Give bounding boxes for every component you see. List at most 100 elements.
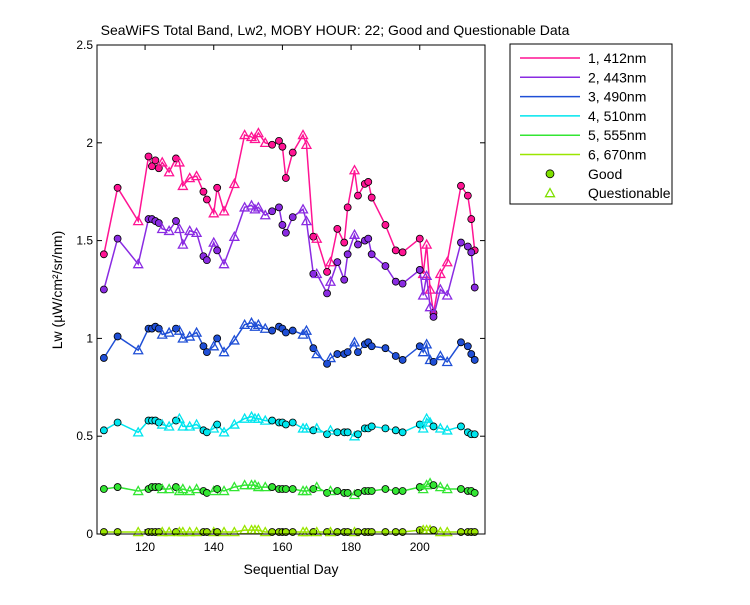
good-point	[367, 342, 376, 351]
questionable-point	[297, 203, 309, 214]
questionable-point	[184, 485, 196, 496]
good-point	[467, 215, 476, 223]
questionable-point	[184, 224, 196, 236]
questionable-point	[348, 164, 361, 175]
questionable-point	[190, 526, 203, 537]
good-point	[415, 234, 424, 243]
good-point	[213, 334, 222, 343]
questionable-point	[177, 332, 189, 343]
questionable-point	[208, 340, 220, 351]
legend: 1, 412nm 2, 443nm 3, 490nm 4, 510nm 5, 555nm…	[509, 43, 673, 205]
good-point	[467, 350, 476, 358]
questionable-point	[228, 334, 240, 345]
questionable-point	[434, 350, 446, 361]
questionable-point	[252, 201, 264, 212]
good-point	[288, 148, 297, 157]
good-point	[367, 250, 376, 259]
questionable-point	[324, 256, 337, 267]
questionable-point	[421, 238, 433, 249]
questionable-point	[311, 481, 323, 492]
questionable-point	[163, 420, 175, 431]
good-point	[381, 344, 390, 353]
questionable-point	[190, 226, 203, 238]
legend-label: 6, 670nm	[588, 147, 646, 163]
legend-label: 4, 510nm	[588, 108, 646, 124]
good-point	[202, 489, 211, 497]
good-point	[429, 422, 438, 431]
questionable-point	[184, 420, 196, 431]
questionable-point	[218, 346, 230, 357]
good-point	[278, 221, 287, 229]
good-point	[333, 258, 342, 267]
questionable-point	[163, 224, 175, 236]
series-4	[99, 410, 479, 441]
good-point	[429, 481, 438, 490]
y-tick-label: 0.5	[76, 429, 93, 443]
good-point	[333, 428, 342, 437]
questionable-point	[348, 228, 361, 239]
questionable-point	[421, 479, 433, 490]
questionable-point	[184, 526, 196, 537]
good-point	[457, 338, 465, 347]
good-point	[340, 238, 349, 247]
questionable-point	[190, 170, 203, 181]
good-point	[113, 332, 122, 341]
x-tick-label: 140	[204, 540, 224, 554]
questionable-point	[441, 356, 453, 367]
questionable-point	[300, 526, 313, 537]
questionable-point	[208, 207, 220, 218]
questionable-point	[239, 318, 251, 329]
questionable-point	[177, 238, 189, 249]
questionable-point	[190, 483, 203, 494]
legend-label: 3, 490nm	[588, 89, 646, 105]
good-point	[213, 183, 222, 192]
plot-frame	[96, 44, 486, 535]
good-point	[333, 350, 342, 358]
legend-label: 5, 555nm	[588, 127, 646, 143]
questionable-point	[324, 485, 337, 496]
good-point	[343, 250, 352, 259]
good-point	[99, 250, 108, 259]
good-point	[213, 246, 222, 255]
questionable-point	[441, 289, 453, 300]
questionable-point	[132, 426, 144, 437]
good-point	[288, 485, 297, 493]
questionable-point	[177, 179, 189, 191]
questionable-point	[441, 256, 453, 267]
good-point	[333, 487, 342, 495]
good-point	[367, 487, 376, 495]
questionable-point	[441, 424, 453, 435]
good-point	[391, 277, 400, 286]
questionable-point	[300, 215, 313, 226]
good-point	[343, 348, 352, 356]
questionable-point	[441, 526, 453, 537]
questionable-point	[156, 483, 168, 494]
good-point	[323, 267, 331, 276]
good-point	[99, 354, 108, 362]
good-point	[429, 526, 438, 534]
legend-label: 1, 412nm	[588, 50, 646, 66]
legend-label: Questionable	[588, 185, 671, 201]
questionable-point	[259, 481, 271, 492]
good-point	[398, 428, 407, 437]
questionable-point	[300, 422, 313, 433]
questionable-point	[252, 481, 264, 492]
questionable-point	[249, 133, 261, 144]
good-point	[113, 418, 122, 427]
questionable-point	[190, 326, 203, 337]
legend-label: 2, 443nm	[588, 69, 646, 85]
good-point	[278, 142, 287, 151]
questionable-point	[177, 526, 189, 537]
y-tick-label: 0	[86, 527, 93, 541]
good-point	[99, 426, 108, 435]
questionable-point	[173, 324, 186, 335]
good-point	[154, 219, 163, 227]
series-2	[99, 199, 479, 321]
questionable-point	[228, 481, 240, 492]
legend-label: Good	[588, 166, 622, 182]
good-point	[415, 266, 424, 274]
questionable-point	[190, 418, 203, 429]
good-point	[99, 485, 108, 493]
questionable-point	[156, 223, 168, 234]
